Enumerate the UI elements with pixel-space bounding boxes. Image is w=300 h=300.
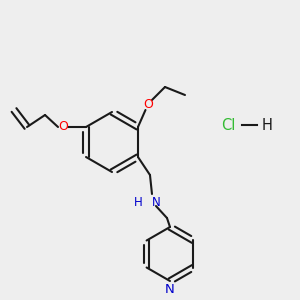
- Text: N: N: [165, 283, 175, 296]
- Text: O: O: [58, 121, 68, 134]
- Text: N: N: [152, 196, 161, 208]
- Text: H: H: [262, 118, 272, 133]
- Text: H: H: [134, 196, 143, 208]
- Text: Cl: Cl: [221, 118, 235, 133]
- Text: O: O: [143, 98, 153, 110]
